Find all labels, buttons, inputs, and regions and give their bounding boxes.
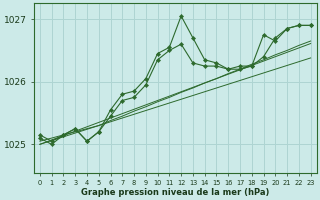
X-axis label: Graphe pression niveau de la mer (hPa): Graphe pression niveau de la mer (hPa) xyxy=(81,188,269,197)
